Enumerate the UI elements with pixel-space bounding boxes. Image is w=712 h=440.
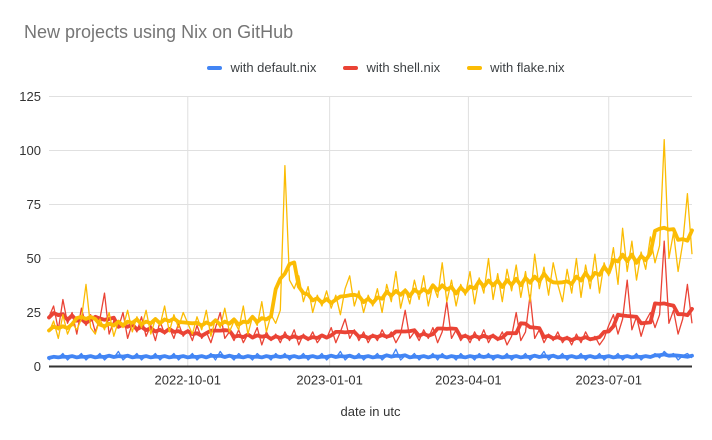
x-tick-label: 2023-01-01 — [296, 373, 363, 388]
legend-label: with default.nix — [230, 60, 317, 75]
x-axis-title: date in utc — [340, 404, 401, 419]
chart-title: New projects using Nix on GitHub — [24, 22, 294, 42]
x-tick-label: 2023-04-01 — [435, 373, 502, 388]
y-tick-label: 100 — [19, 143, 41, 158]
legend-label: with shell.nix — [366, 60, 441, 75]
y-tick-label: 50 — [27, 251, 41, 266]
legend-item-shell-nix[interactable]: with shell.nix — [343, 60, 440, 75]
legend-swatch-blue-icon — [207, 65, 223, 70]
x-tick-label: 2023-07-01 — [575, 373, 642, 388]
series-line-daily — [48, 139, 693, 340]
x-tick-label: 2022-10-01 — [155, 373, 222, 388]
legend-item-flake-nix[interactable]: with flake.nix — [467, 60, 565, 75]
legend-item-default-nix[interactable]: with default.nix — [207, 60, 316, 75]
series-line-average — [47, 225, 694, 333]
y-tick-label: 125 — [19, 89, 41, 104]
legend-swatch-red-icon — [343, 65, 359, 70]
legend-label: with flake.nix — [490, 60, 565, 75]
y-tick-label: 0 — [34, 359, 41, 374]
series-line-average — [47, 352, 694, 360]
y-tick-label: 25 — [27, 305, 41, 320]
y-tick-label: 75 — [27, 197, 41, 212]
series-line-average — [47, 301, 694, 342]
legend: with default.nix with shell.nix with fla… — [30, 60, 712, 75]
legend-swatch-yellow-icon — [467, 65, 483, 70]
